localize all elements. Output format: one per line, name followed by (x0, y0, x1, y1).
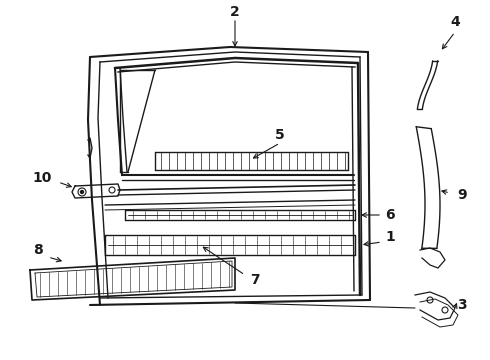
Text: 3: 3 (457, 298, 467, 312)
Circle shape (80, 190, 83, 194)
Text: 2: 2 (230, 5, 240, 19)
Text: 7: 7 (250, 273, 260, 287)
Text: 9: 9 (457, 188, 467, 202)
Text: 10: 10 (32, 171, 51, 185)
Text: 8: 8 (33, 243, 43, 257)
Text: 1: 1 (385, 230, 395, 244)
Text: 5: 5 (275, 128, 285, 142)
Text: 4: 4 (450, 15, 460, 29)
Text: 6: 6 (385, 208, 395, 222)
